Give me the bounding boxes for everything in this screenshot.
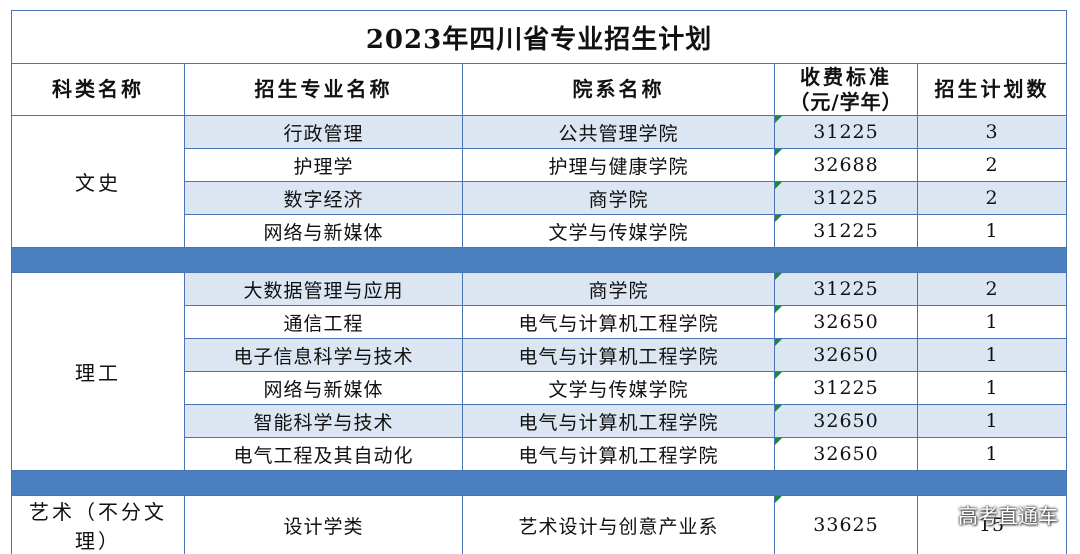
quota-cell: 3 — [916, 115, 1068, 149]
quota-cell: 1 — [916, 404, 1068, 438]
school-cell: 电气与计算机工程学院 — [462, 338, 775, 372]
table-row: 网络与新媒体 文学与传媒学院 31225 1 — [12, 371, 1068, 405]
table-row: 网络与新媒体 文学与传媒学院 31225 1 — [12, 214, 1068, 248]
table-row: 理工 大数据管理与应用 商学院 31225 2 — [11, 272, 1068, 471]
cell-marker-icon — [775, 116, 782, 123]
fee-cell: 32650 — [774, 305, 918, 339]
table-row: 文史 行政管理 公共管理学院 31225 3 — [11, 115, 1068, 248]
cell-marker-icon — [775, 182, 782, 189]
quota-cell: 1 — [916, 305, 1068, 339]
major-cell: 网络与新媒体 — [184, 371, 463, 405]
cell-marker-icon — [775, 306, 782, 313]
fee-value: 32650 — [813, 311, 879, 333]
school-cell: 护理与健康学院 — [462, 148, 775, 182]
school-cell: 电气与计算机工程学院 — [462, 305, 775, 339]
major-cell: 电子信息科学与技术 — [184, 338, 463, 372]
major-cell: 数字经济 — [184, 181, 463, 215]
table-title-row: 2023年四川省专业招生计划 — [10, 10, 1068, 64]
category-cell: 文史 — [11, 115, 185, 248]
table-row: 护理学 护理与健康学院 32688 2 — [12, 148, 1068, 182]
enrollment-plan-table: 2023年四川省专业招生计划 科类名称 招生专业名称 院系名称 收费标准 （元/… — [10, 10, 1068, 554]
quota-cell: 2 — [916, 181, 1068, 215]
school-cell: 公共管理学院 — [462, 115, 775, 149]
major-cell: 电气工程及其自动化 — [184, 437, 463, 471]
fee-value: 32688 — [813, 154, 879, 176]
fee-value: 31225 — [813, 121, 879, 143]
school-cell: 艺术设计与创意产业系 — [462, 495, 775, 554]
cell-marker-icon — [775, 496, 782, 503]
fee-cell: 31225 — [774, 214, 918, 248]
major-cell: 网络与新媒体 — [184, 214, 463, 248]
major-cell: 智能科学与技术 — [184, 404, 463, 438]
cell-marker-icon — [775, 273, 782, 280]
header-major: 招生专业名称 — [184, 63, 463, 116]
fee-value: 33625 — [813, 514, 879, 536]
school-cell: 商学院 — [462, 181, 775, 215]
major-cell: 大数据管理与应用 — [184, 272, 463, 306]
school-cell: 电气与计算机工程学院 — [462, 404, 775, 438]
header-row: 科类名称 招生专业名称 院系名称 收费标准 （元/学年） 招生计划数 — [11, 63, 1068, 116]
cell-marker-icon — [775, 438, 782, 445]
table-row: 智能科学与技术 电气与计算机工程学院 32650 1 — [12, 404, 1068, 438]
separator-bar — [10, 470, 1068, 496]
watermark-text: 高考直通车 — [958, 504, 1058, 528]
category-cell: 理工 — [11, 272, 185, 471]
fee-cell: 32688 — [774, 148, 918, 182]
quota-cell: 1 — [916, 214, 1068, 248]
header-category: 科类名称 — [11, 63, 185, 116]
fee-cell: 33625 — [774, 495, 918, 554]
fee-value: 31225 — [813, 377, 879, 399]
fee-cell: 32650 — [774, 437, 918, 471]
school-cell: 文学与传媒学院 — [462, 214, 775, 248]
category-cell: 艺术（不分文理） — [11, 495, 185, 554]
school-cell: 商学院 — [462, 272, 775, 306]
quota-cell: 1 — [916, 338, 1068, 372]
group-separator — [10, 470, 1068, 496]
table-row: 通信工程 电气与计算机工程学院 32650 1 — [12, 305, 1068, 339]
header-fee: 收费标准 （元/学年） — [774, 63, 918, 116]
school-cell: 电气与计算机工程学院 — [462, 437, 775, 471]
header-fee-line1: 收费标准 — [800, 64, 892, 89]
table-row: 电子信息科学与技术 电气与计算机工程学院 32650 1 — [12, 338, 1068, 372]
fee-cell: 31225 — [774, 115, 918, 149]
cell-marker-icon — [775, 215, 782, 222]
fee-cell: 31225 — [774, 371, 918, 405]
fee-cell: 31225 — [774, 181, 918, 215]
school-cell: 文学与传媒学院 — [462, 371, 775, 405]
header-fee-line2: （元/学年） — [789, 89, 903, 114]
table-row: 艺术（不分文理） 设计学类 艺术设计与创意产业系 33625 15 — [11, 495, 1068, 554]
major-cell: 设计学类 — [184, 495, 463, 554]
separator-bar — [10, 247, 1068, 273]
cell-marker-icon — [775, 339, 782, 346]
cell-marker-icon — [775, 372, 782, 379]
fee-value: 32650 — [813, 443, 879, 465]
quota-cell: 1 — [916, 371, 1068, 405]
quota-cell: 2 — [916, 272, 1068, 306]
cell-marker-icon — [775, 405, 782, 412]
fee-cell: 32650 — [774, 338, 918, 372]
cell-marker-icon — [775, 149, 782, 156]
table-title: 2023年四川省专业招生计划 — [10, 10, 1068, 64]
fee-cell: 31225 — [774, 272, 918, 306]
quota-cell: 1 — [916, 437, 1068, 471]
group-separator — [10, 247, 1068, 273]
fee-value: 31225 — [813, 187, 879, 209]
table-row: 数字经济 商学院 31225 2 — [12, 181, 1068, 215]
fee-value: 31225 — [813, 278, 879, 300]
fee-value: 32650 — [813, 344, 879, 366]
header-school: 院系名称 — [462, 63, 775, 116]
quota-cell: 2 — [916, 148, 1068, 182]
quota-cell: 15 — [916, 495, 1068, 554]
major-cell: 通信工程 — [184, 305, 463, 339]
fee-value: 32650 — [813, 410, 879, 432]
fee-cell: 32650 — [774, 404, 918, 438]
major-cell: 行政管理 — [184, 115, 463, 149]
header-quota: 招生计划数 — [916, 63, 1068, 116]
major-cell: 护理学 — [184, 148, 463, 182]
fee-value: 31225 — [813, 220, 879, 242]
